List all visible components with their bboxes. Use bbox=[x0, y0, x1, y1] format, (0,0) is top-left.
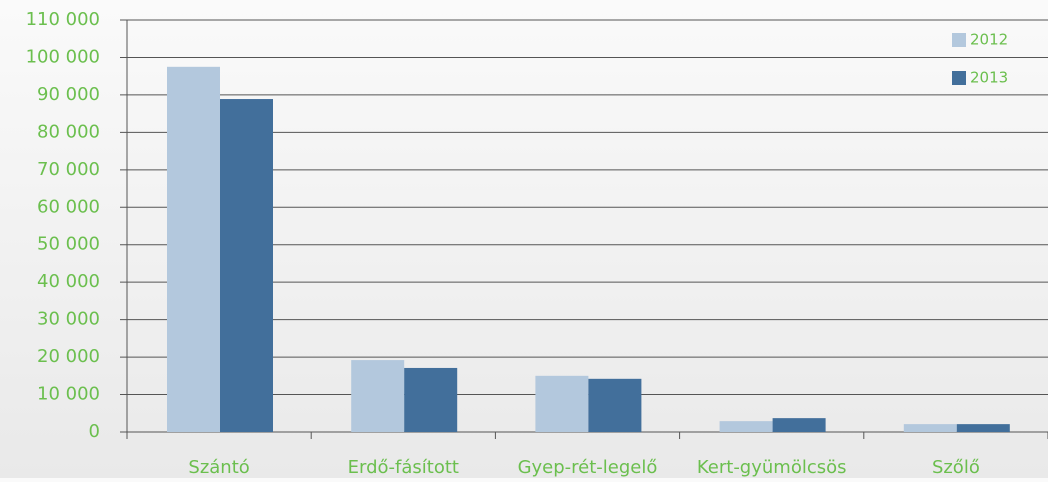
legend-label: 2013 bbox=[970, 69, 1008, 87]
bar bbox=[903, 424, 957, 432]
y-tick-label: 110 000 bbox=[26, 9, 100, 30]
y-tick-label: 100 000 bbox=[26, 46, 100, 67]
y-tick-label: 80 000 bbox=[37, 121, 100, 142]
bar bbox=[772, 418, 826, 432]
y-tick-label: 10 000 bbox=[37, 384, 100, 405]
bar bbox=[956, 424, 1010, 432]
bar bbox=[719, 421, 773, 432]
x-tick-label: Kert-gyümölcsös bbox=[697, 457, 847, 478]
y-tick-label: 90 000 bbox=[37, 84, 100, 105]
legend-swatch bbox=[952, 33, 966, 47]
bar bbox=[351, 360, 405, 432]
bar bbox=[588, 378, 642, 432]
y-tick-label: 40 000 bbox=[37, 271, 100, 292]
y-tick-label: 60 000 bbox=[37, 196, 100, 217]
x-tick-label: Gyep-rét-legelő bbox=[518, 457, 658, 478]
y-tick-label: 30 000 bbox=[37, 309, 100, 330]
bar bbox=[535, 375, 589, 432]
bar bbox=[404, 367, 458, 432]
y-tick-label: 50 000 bbox=[37, 234, 100, 255]
x-tick-label: Szántó bbox=[188, 457, 249, 478]
bar bbox=[167, 66, 220, 433]
bar bbox=[220, 99, 273, 433]
y-tick-label: 70 000 bbox=[37, 159, 100, 180]
legend-swatch bbox=[952, 71, 966, 85]
y-tick-label: 20 000 bbox=[37, 346, 100, 367]
x-tick-label: Szőlő bbox=[932, 457, 980, 478]
x-tick-label: Erdő-fásított bbox=[348, 457, 459, 478]
legend-label: 2012 bbox=[970, 31, 1008, 49]
y-tick-label: 0 bbox=[89, 421, 100, 442]
